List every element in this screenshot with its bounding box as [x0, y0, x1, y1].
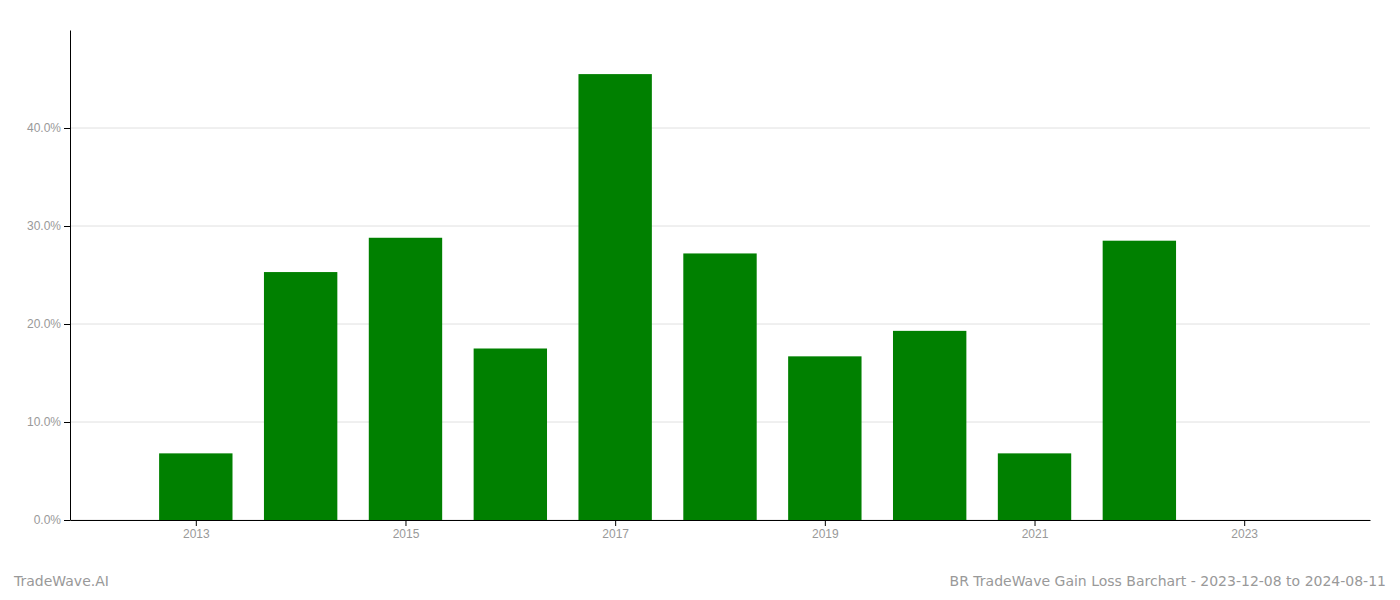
y-tick-mark [64, 128, 70, 129]
chart: 2013 2015 2017 2019 2021 2023 0.0% 10.0% 20.0% 30… [0, 0, 1400, 600]
x-tick: 2023 [1231, 520, 1258, 541]
y-tick-label: 40.0% [27, 121, 61, 135]
bar [683, 253, 756, 520]
bar [788, 356, 861, 520]
x-tick: 2015 [393, 520, 420, 541]
bar [474, 349, 547, 521]
x-tick-label: 2019 [812, 527, 839, 541]
x-tick-mark [1244, 520, 1245, 526]
y-tick-mark [64, 422, 70, 423]
y-tick: 0.0% [34, 513, 70, 527]
y-tick: 30.0% [27, 219, 70, 233]
grid [70, 128, 1370, 520]
x-tick-mark [615, 520, 616, 526]
y-tick-label: 20.0% [27, 317, 61, 331]
y-axis-line [70, 31, 71, 521]
y-tick-label: 30.0% [27, 219, 61, 233]
plot: 2013 2015 2017 2019 2021 2023 0.0% 10.0% 20.0% 30… [27, 31, 1371, 541]
bar [1103, 241, 1176, 520]
y-tick: 40.0% [27, 121, 70, 135]
bar [578, 74, 651, 520]
x-axis-line [71, 520, 1371, 521]
x-tick-mark [825, 520, 826, 526]
x-tick-label: 2017 [602, 527, 629, 541]
x-tick-label: 2015 [393, 527, 420, 541]
bar [369, 238, 442, 520]
x-tick-label: 2013 [183, 527, 210, 541]
y-tick-mark [64, 520, 70, 521]
y-tick: 10.0% [27, 415, 70, 429]
grid-line [70, 226, 1370, 227]
x-tick-mark [1035, 520, 1036, 526]
bar [998, 453, 1071, 520]
x-tick: 2017 [602, 520, 629, 541]
x-tick: 2021 [1022, 520, 1049, 541]
x-tick-mark [405, 520, 406, 526]
bar [893, 331, 966, 520]
y-tick-mark [64, 226, 70, 227]
bar [264, 272, 337, 520]
annotation: TradeWave.AI [13, 573, 109, 589]
y-axis: 0.0% 10.0% 20.0% 30.0% 40.0% [27, 31, 71, 528]
x-tick-label: 2023 [1231, 527, 1258, 541]
x-tick: 2013 [183, 520, 210, 541]
y-tick-label: 10.0% [27, 415, 61, 429]
x-axis: 2013 2015 2017 2019 2021 2023 [71, 520, 1371, 541]
x-tick: 2019 [812, 520, 839, 541]
bar [159, 453, 232, 520]
grid-line [70, 128, 1370, 129]
y-tick-mark [64, 324, 70, 325]
x-tick-mark [196, 520, 197, 526]
title: BR TradeWave Gain Loss Barchart - 2023-1… [950, 573, 1386, 589]
x-tick-label: 2021 [1022, 527, 1049, 541]
y-tick-label: 0.0% [34, 513, 62, 527]
bars [159, 74, 1176, 520]
y-tick: 20.0% [27, 317, 70, 331]
